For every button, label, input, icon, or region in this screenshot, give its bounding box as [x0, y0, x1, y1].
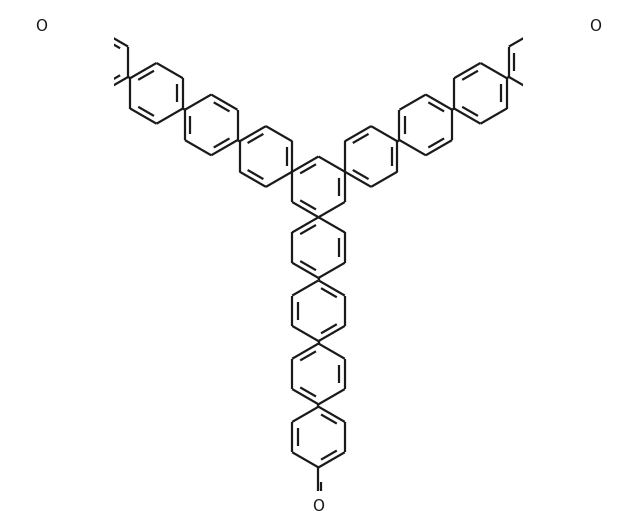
Text: O: O	[313, 499, 324, 511]
Text: O: O	[589, 19, 601, 34]
Text: O: O	[36, 19, 48, 34]
